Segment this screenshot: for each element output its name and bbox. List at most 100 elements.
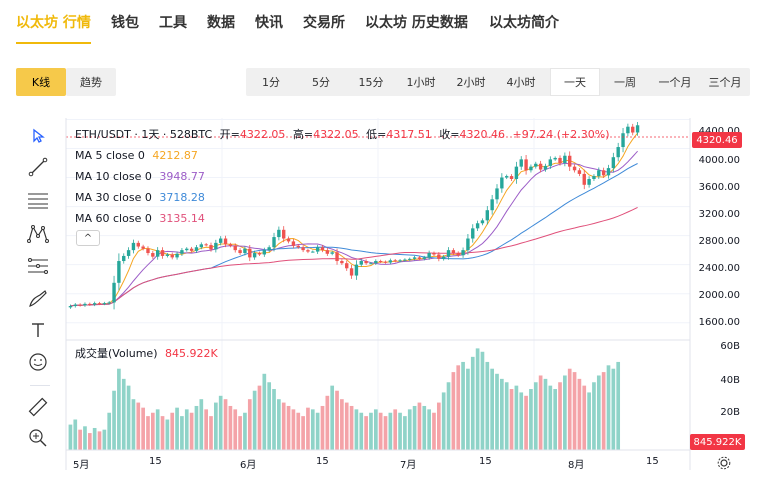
nav-tools[interactable]: 工具 (159, 15, 187, 31)
tf-3month[interactable]: 三个月 (708, 76, 742, 89)
cursor-icon[interactable] (26, 124, 50, 148)
nav-exchange[interactable]: 交易所 (303, 15, 345, 31)
candle-body (330, 252, 334, 254)
candle-body (141, 246, 145, 249)
trend-line-icon[interactable] (26, 155, 50, 179)
price-tick: 2400.00 (698, 263, 740, 274)
candle-body (88, 303, 92, 305)
nav-eth-market[interactable]: 以太坊 行情 (16, 15, 91, 31)
candle-body (320, 247, 325, 251)
nav-data[interactable]: 数据 (207, 15, 235, 31)
ma-line-10 (70, 150, 638, 307)
volume-bar (436, 402, 441, 450)
volume-bar (228, 405, 233, 450)
volume-bar (165, 419, 170, 450)
candle-body (616, 147, 620, 158)
candle-body (296, 245, 300, 248)
current-price-tag: 4320.46 (692, 132, 742, 148)
volume-value: 845.922K (165, 347, 218, 360)
candle-body (432, 253, 436, 255)
volume-bar (301, 416, 305, 450)
volume-bar (136, 402, 141, 450)
candle-body (466, 238, 470, 251)
zoom-icon[interactable] (26, 426, 50, 450)
candle-body (315, 247, 320, 252)
volume-bar (214, 402, 218, 450)
candle-body (446, 250, 451, 257)
candle-body (408, 258, 412, 260)
candle-body (471, 228, 475, 239)
volume-bar (417, 402, 422, 450)
fib-icon[interactable] (26, 254, 50, 278)
trend-mode-button[interactable]: 趋势 (66, 68, 116, 96)
candle-body (504, 176, 509, 178)
volume-bar (281, 402, 286, 450)
time-tick: 5月 (73, 460, 90, 471)
volume-bar (596, 375, 601, 450)
nav-news[interactable]: 快讯 (255, 15, 283, 31)
tf-4h[interactable]: 4小时 (506, 76, 536, 89)
toolbar-divider (30, 385, 50, 386)
ruler-icon[interactable] (26, 395, 50, 419)
volume-bar (422, 405, 427, 450)
volume-bar (592, 382, 596, 450)
volume-bar (441, 392, 446, 450)
tf-15min[interactable]: 15分 (358, 76, 384, 89)
volume-bar (310, 409, 315, 450)
volume-legend: 成交量(Volume) 845.922K (75, 345, 218, 361)
candle-body (553, 157, 557, 160)
brush-icon[interactable] (26, 287, 50, 311)
nav-wallet[interactable]: 钱包 (111, 15, 139, 31)
price-tick: 3600.00 (698, 182, 740, 193)
candle-body (223, 238, 228, 245)
candle-body (122, 255, 126, 262)
tf-5min[interactable]: 5分 (312, 76, 330, 89)
text-icon[interactable] (26, 318, 50, 342)
legend-collapse-button[interactable]: ^ (76, 230, 100, 246)
candle-body (170, 254, 174, 258)
volume-bar (277, 399, 281, 450)
candle-body (437, 254, 441, 259)
candle-body (500, 177, 504, 189)
tf-1min[interactable]: 1分 (262, 76, 280, 89)
candle-body (475, 223, 480, 229)
ma60-row: MA 60 close 0 3135.14 (75, 208, 609, 229)
volume-bar (412, 405, 417, 450)
tf-1d[interactable]: 一天 (550, 68, 600, 96)
kline-mode-button[interactable]: K线 (16, 68, 66, 96)
candle-body (233, 245, 237, 251)
pattern-icon[interactable] (26, 222, 50, 246)
volume-bar (267, 382, 272, 450)
candle-body (165, 254, 170, 256)
volume-bar (335, 390, 339, 450)
volume-bar (509, 389, 514, 450)
nav-eth-intro[interactable]: 以太坊简介 (489, 15, 559, 31)
volume-bar (146, 416, 150, 450)
candle-body (485, 210, 490, 221)
volume-bar (514, 385, 519, 450)
candle-body (601, 170, 606, 176)
candle-body (568, 155, 572, 167)
volume-label: 成交量(Volume) (75, 347, 158, 360)
price-tick: 4400.00 (699, 126, 740, 137)
volume-bar (485, 361, 490, 450)
candle-body (631, 126, 635, 133)
nav-eth-history[interactable]: 以太坊 历史数据 (365, 15, 468, 31)
volume-bar (121, 378, 126, 450)
tf-2h[interactable]: 2小时 (456, 76, 486, 89)
volume-bar (500, 378, 504, 450)
horizontal-lines-icon[interactable] (26, 188, 50, 212)
tf-1month[interactable]: 一个月 (658, 76, 692, 89)
candle-body (378, 261, 383, 263)
volume-bar (194, 405, 199, 450)
settings-gear-icon[interactable] (717, 455, 731, 470)
tf-1w[interactable]: 一周 (614, 76, 636, 89)
high-label: 高= (292, 128, 314, 141)
emoji-icon[interactable] (26, 350, 50, 374)
ma-lines (70, 132, 638, 307)
tf-1h[interactable]: 1小时 (406, 76, 436, 89)
price-tick: 2800.00 (698, 236, 740, 247)
volume-tick: 60B (720, 341, 740, 352)
volume-bar (601, 372, 606, 450)
